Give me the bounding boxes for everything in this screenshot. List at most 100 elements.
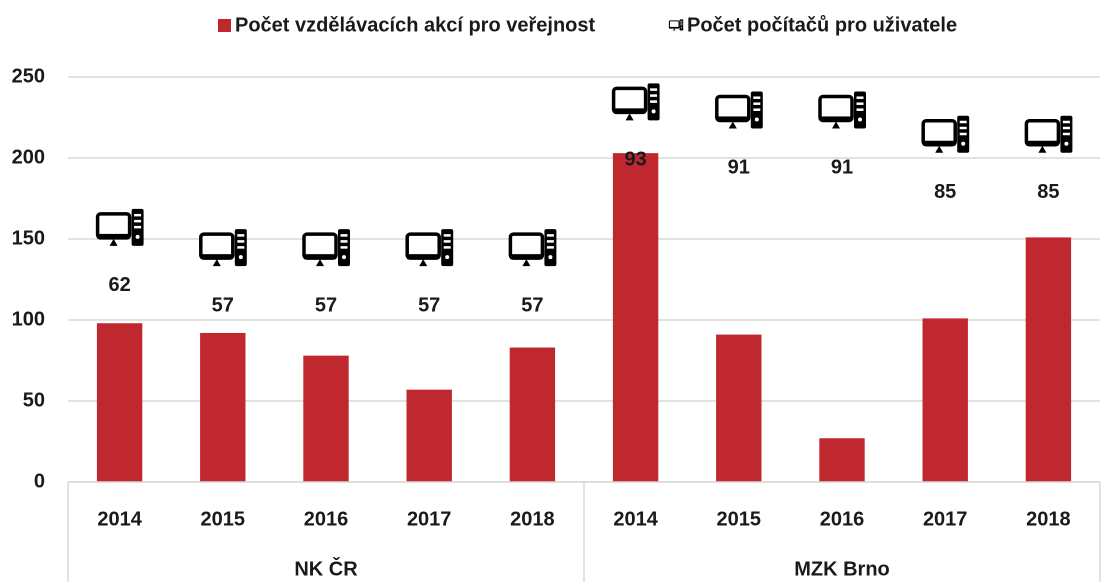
tower-slot — [340, 234, 348, 237]
y-tick-label: 200 — [12, 146, 45, 168]
tower-slot — [134, 213, 142, 217]
bar — [819, 438, 865, 482]
tower-slot — [753, 108, 761, 111]
tower-button — [961, 141, 966, 146]
tower-button — [548, 255, 553, 260]
bar — [200, 332, 246, 482]
x-tick-label: 2016 — [820, 508, 865, 530]
tower-slot — [650, 88, 658, 91]
bar — [1025, 237, 1072, 482]
tower-slot — [546, 246, 554, 249]
tower-slot — [680, 22, 683, 24]
x-tick-label: 2018 — [1026, 508, 1071, 530]
tower-button — [445, 255, 450, 260]
monitor-stand — [669, 26, 679, 29]
monitor-stand — [200, 254, 233, 260]
monitor-base — [109, 238, 118, 246]
computer-marker — [921, 115, 970, 153]
legend-swatch — [218, 19, 231, 32]
data-label: 57 — [418, 294, 440, 316]
monitor-base — [832, 121, 840, 129]
monitor-stand — [923, 140, 956, 146]
x-tick-label: 2014 — [97, 508, 142, 530]
data-label: 91 — [831, 157, 853, 179]
tower-button — [858, 117, 862, 122]
tower-slot — [959, 126, 967, 130]
x-tick-label: 2017 — [923, 508, 968, 530]
computer-marker — [199, 229, 247, 267]
x-tick-label: 2017 — [407, 508, 452, 530]
tower-button — [135, 234, 140, 239]
bar — [96, 323, 143, 482]
monitor-stand — [407, 254, 440, 260]
tower-slot — [340, 246, 348, 249]
tower-button — [1064, 141, 1069, 146]
group-label: NK ČR — [294, 556, 358, 580]
y-tick-label: 100 — [12, 308, 45, 330]
monitor-stand — [1026, 140, 1059, 146]
data-label: 93 — [624, 149, 646, 171]
tower-slot — [340, 240, 348, 243]
y-tick-label: 250 — [12, 65, 45, 87]
tower-slot — [753, 102, 761, 105]
monitor-base — [935, 145, 944, 153]
tower-slot — [680, 24, 683, 26]
computer-marker — [715, 91, 763, 129]
computer-marker — [405, 229, 454, 267]
tower-slot — [650, 94, 658, 97]
data-label: 62 — [108, 274, 130, 296]
monitor-stand — [304, 254, 336, 260]
tower-slot — [856, 102, 864, 105]
tower-slot — [443, 240, 451, 243]
tower-button — [754, 117, 759, 122]
x-tick-label: 2014 — [613, 508, 658, 530]
tower-slot — [546, 240, 554, 243]
computer-marker — [508, 229, 557, 267]
tower-slot — [237, 240, 245, 243]
data-label: 85 — [1037, 181, 1059, 203]
x-tick-label: 2015 — [717, 508, 762, 530]
tower-slot — [1062, 126, 1070, 130]
monitor-base — [212, 259, 221, 267]
group-label: MZK Brno — [794, 558, 890, 580]
tower-slot — [237, 234, 245, 237]
tower-button — [680, 27, 683, 29]
tower-slot — [680, 20, 683, 22]
monitor-stand — [510, 254, 543, 260]
data-label: 57 — [315, 294, 337, 316]
monitor-base — [625, 113, 634, 121]
tower-button — [342, 255, 346, 260]
tower-slot — [1062, 120, 1070, 124]
bar — [922, 318, 968, 482]
computer-marker — [95, 208, 144, 246]
bar — [612, 153, 659, 482]
data-label: 57 — [212, 294, 234, 316]
monitor-stand — [613, 108, 646, 114]
data-label: 57 — [521, 294, 543, 316]
y-tick-label: 50 — [23, 389, 45, 411]
tower-slot — [856, 96, 864, 99]
tower-slot — [856, 108, 864, 111]
tower-button — [238, 255, 243, 260]
data-label: 91 — [728, 157, 750, 179]
tower-slot — [443, 234, 451, 237]
computer-marker — [611, 83, 660, 121]
monitor-stand — [716, 116, 749, 122]
monitor-stand — [820, 116, 852, 122]
tower-slot — [134, 219, 142, 223]
monitor-stand — [97, 233, 130, 239]
monitor-base — [1038, 145, 1047, 153]
tower-slot — [959, 132, 967, 136]
monitor-base — [522, 259, 531, 267]
y-tick-label: 0 — [34, 470, 45, 492]
legend-label: Počet počítačů pro uživatele — [687, 14, 957, 36]
tower-slot — [546, 234, 554, 237]
bar — [716, 334, 762, 482]
tower-slot — [1062, 132, 1070, 136]
bar — [303, 355, 349, 482]
monitor-base — [316, 259, 324, 267]
monitor-base — [419, 259, 428, 267]
bar — [509, 347, 556, 482]
x-tick-label: 2015 — [201, 508, 246, 530]
